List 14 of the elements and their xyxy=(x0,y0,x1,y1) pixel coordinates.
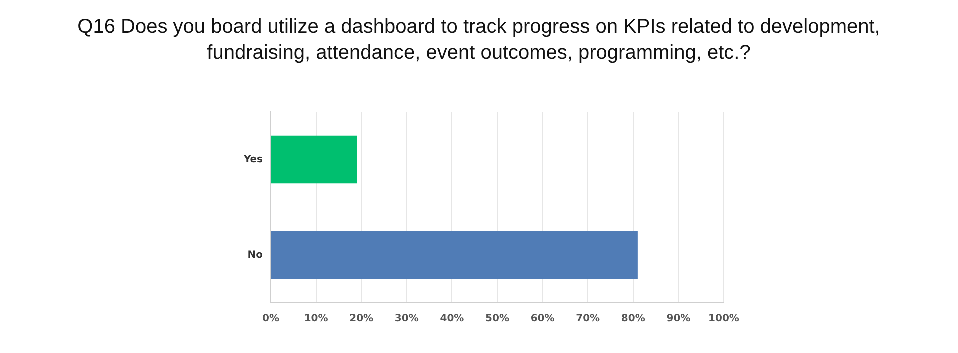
x-tick-label: 60% xyxy=(530,314,555,325)
x-tick-label: 10% xyxy=(304,314,328,325)
x-tick-label: 50% xyxy=(486,314,510,325)
y-tick-label: Yes xyxy=(242,154,264,166)
chart-title: Q16 Does you board utilize a dashboard to track progress on KPIs related to development, fundraising, attendance, event outcomes, programming, etc.? xyxy=(76,15,882,66)
x-tick-label: 90% xyxy=(666,314,691,325)
x-tick-label: 80% xyxy=(621,314,646,325)
x-tick-label: 20% xyxy=(350,314,374,325)
x-tick-label: 0% xyxy=(262,314,280,325)
x-tick-label: 100% xyxy=(708,314,740,325)
y-tick-label: No xyxy=(248,250,264,261)
x-tick-label: 40% xyxy=(440,314,464,325)
x-tick-label: 30% xyxy=(394,314,419,325)
x-tick-label: 70% xyxy=(576,314,600,325)
